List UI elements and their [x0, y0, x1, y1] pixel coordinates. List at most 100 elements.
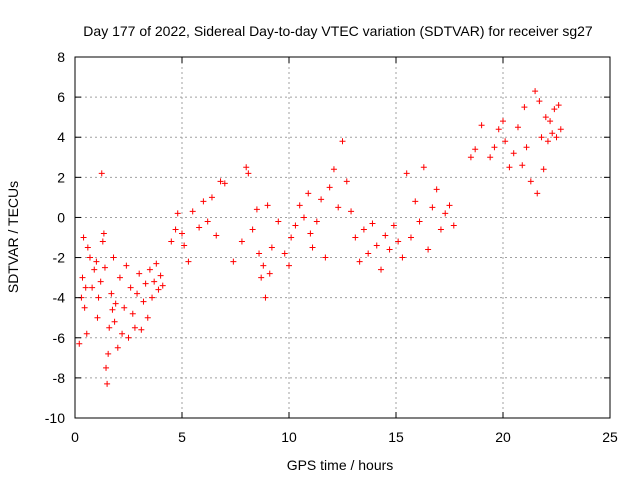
- data-point: [196, 224, 203, 231]
- data-point: [425, 246, 432, 253]
- data-point: [309, 244, 316, 251]
- data-point: [81, 304, 88, 311]
- data-point: [98, 170, 105, 177]
- x-tick-label: 25: [602, 429, 618, 445]
- data-point: [116, 274, 123, 281]
- data-point: [553, 134, 560, 141]
- tick-labels: 0 5 10 15 20 25 -10 -8 -6 -4 -2 0 2 4 6 8: [45, 49, 618, 445]
- data-point: [542, 114, 549, 121]
- data-point: [478, 122, 485, 129]
- data-point: [540, 166, 547, 173]
- y-tick-label: 2: [57, 169, 65, 185]
- data-point: [369, 220, 376, 227]
- data-point: [557, 126, 564, 133]
- points-layer: [76, 88, 564, 387]
- data-point: [258, 274, 265, 281]
- data-point: [318, 196, 325, 203]
- data-point: [129, 310, 136, 317]
- data-point: [549, 130, 556, 137]
- data-point: [326, 184, 333, 191]
- data-point: [281, 250, 288, 257]
- data-point: [506, 164, 513, 171]
- data-point: [395, 238, 402, 245]
- data-point: [213, 232, 220, 239]
- data-point: [514, 124, 521, 131]
- data-point: [79, 274, 86, 281]
- data-point: [181, 242, 188, 249]
- data-point: [266, 270, 273, 277]
- data-point: [121, 304, 128, 311]
- data-point: [538, 134, 545, 141]
- data-point: [168, 238, 175, 245]
- data-point: [131, 324, 138, 331]
- data-point: [114, 344, 121, 351]
- data-point: [149, 294, 156, 301]
- data-point: [407, 234, 414, 241]
- data-point: [467, 154, 474, 161]
- y-tick-label: 8: [57, 49, 65, 65]
- data-point: [386, 246, 393, 253]
- data-point: [382, 232, 389, 239]
- data-point: [523, 144, 530, 151]
- data-point: [159, 282, 166, 289]
- data-point: [111, 318, 118, 325]
- data-point: [108, 290, 115, 297]
- y-tick-label: -10: [45, 410, 65, 426]
- data-point: [551, 106, 558, 113]
- data-point: [519, 162, 526, 169]
- data-point: [99, 238, 106, 245]
- data-point: [532, 88, 539, 95]
- y-axis-label: SDTVAR / TECUs: [5, 181, 21, 293]
- data-point: [249, 226, 256, 233]
- data-point: [260, 262, 267, 269]
- data-point: [403, 170, 410, 177]
- y-tick-label: 4: [57, 129, 65, 145]
- data-point: [296, 202, 303, 209]
- data-point: [93, 258, 100, 265]
- data-point: [134, 290, 141, 297]
- data-point: [399, 254, 406, 261]
- data-point: [119, 330, 126, 337]
- data-point: [487, 154, 494, 161]
- data-point: [189, 208, 196, 215]
- x-tick-label: 5: [178, 429, 186, 445]
- data-point: [352, 234, 359, 241]
- grid: [75, 57, 610, 418]
- data-point: [95, 294, 102, 301]
- data-point: [142, 280, 149, 287]
- data-point: [286, 262, 292, 269]
- data-point: [76, 340, 83, 347]
- data-point: [221, 180, 228, 187]
- data-point: [305, 190, 312, 197]
- data-point: [200, 198, 207, 205]
- data-point: [185, 258, 192, 265]
- data-point: [536, 98, 543, 105]
- data-point: [527, 178, 534, 185]
- y-tick-label: 0: [57, 209, 65, 225]
- data-point: [174, 210, 181, 217]
- data-point: [472, 146, 479, 153]
- data-point: [112, 300, 119, 307]
- y-tick-label: -8: [53, 370, 66, 386]
- data-point: [547, 118, 554, 125]
- data-point: [343, 178, 350, 185]
- data-point: [217, 178, 224, 185]
- data-point: [125, 334, 132, 341]
- data-point: [322, 254, 329, 261]
- x-tick-label: 0: [71, 429, 79, 445]
- data-point: [433, 186, 440, 193]
- data-point: [268, 244, 275, 251]
- x-tick-label: 10: [281, 429, 297, 445]
- data-point: [91, 266, 98, 273]
- data-point: [442, 210, 449, 217]
- data-point: [100, 230, 107, 237]
- x-axis-label: GPS time / hours: [287, 457, 394, 473]
- data-point: [500, 118, 506, 125]
- data-point: [157, 272, 164, 279]
- data-point: [262, 294, 269, 301]
- x-tick-label: 20: [495, 429, 511, 445]
- data-point: [373, 242, 380, 249]
- ticks: [74, 56, 611, 419]
- data-point: [292, 222, 299, 229]
- data-point: [146, 266, 153, 273]
